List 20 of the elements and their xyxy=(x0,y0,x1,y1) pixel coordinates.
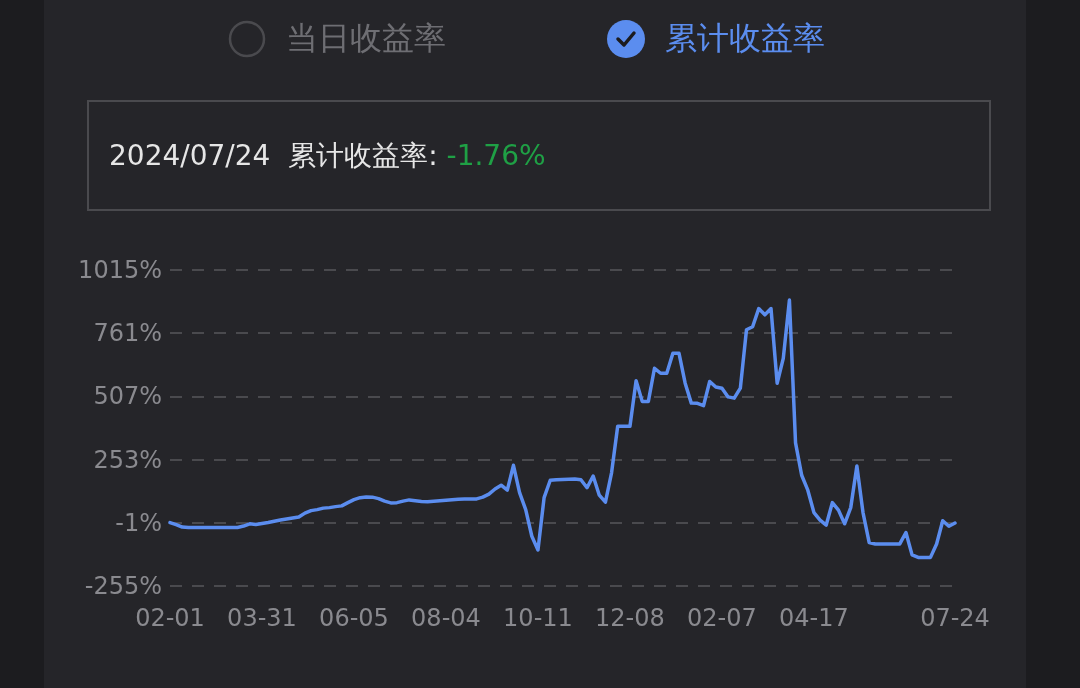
x-tick-label: 02-01 xyxy=(135,604,205,632)
y-tick-label: -1% xyxy=(115,508,162,537)
text: 累计收益率 xyxy=(665,18,825,59)
text: -1.76% xyxy=(446,139,546,172)
x-tick-label: 10-11 xyxy=(503,604,573,632)
x-tick-label: 06-05 xyxy=(319,604,389,632)
x-tick-label: 08-04 xyxy=(411,604,481,632)
y-tick-label: 253% xyxy=(93,445,162,474)
y-tick-label: 507% xyxy=(93,382,162,411)
y-tick-label: 1015% xyxy=(78,256,162,284)
x-tick-label: 03-31 xyxy=(227,604,297,632)
y-tick-label: 761% xyxy=(93,319,162,348)
x-tick-label: 07-24 xyxy=(920,604,990,632)
text: 2024/07/24 累计收益率: xyxy=(109,137,439,174)
y-tick-label: -255% xyxy=(84,572,162,600)
line-series xyxy=(168,298,957,560)
x-tick-label: 12-08 xyxy=(595,604,665,632)
text: 当日收益率 xyxy=(286,18,446,59)
x-tick-label: 04-17 xyxy=(779,604,849,632)
x-tick-label: 02-07 xyxy=(687,604,757,632)
